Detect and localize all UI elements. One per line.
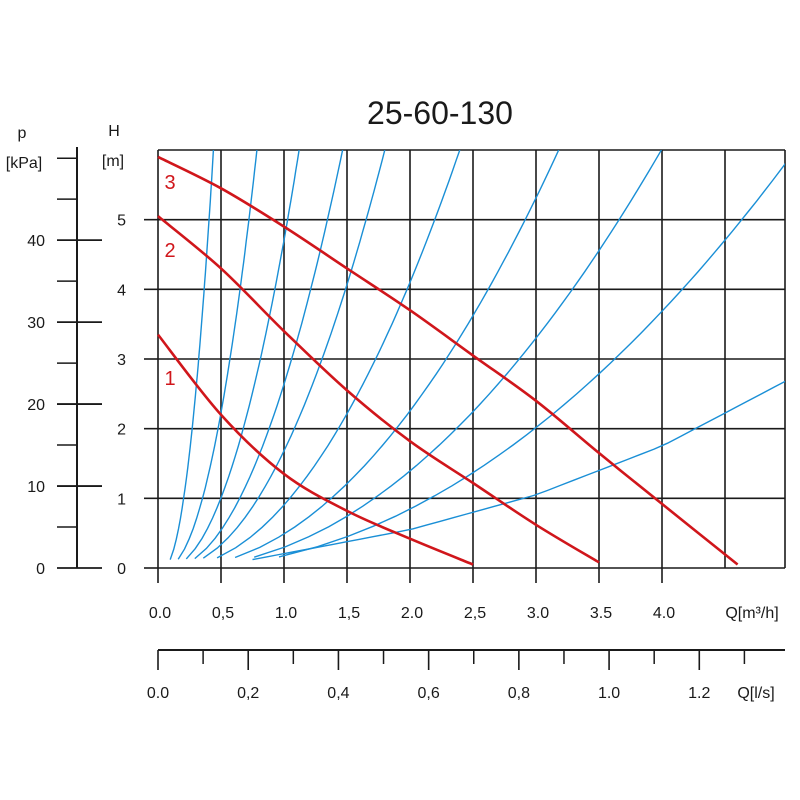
h-axis-unit: [m] [102, 153, 124, 170]
q-m3h-tick-label: 4.0 [653, 605, 675, 622]
q-ls-tick-label: 1.2 [688, 685, 710, 702]
system-curve [202, 150, 386, 559]
h-tick-label: 4 [117, 282, 126, 299]
system-curves [169, 150, 785, 561]
pump-curves: 1 2 3 [156, 155, 739, 566]
system-curve [177, 150, 258, 560]
pump-curve-label-1: 1 [164, 368, 175, 390]
p-tick-label: 40 [27, 233, 45, 250]
system-curve [252, 380, 785, 561]
system-curve [253, 150, 663, 558]
p-axis-label: p [18, 125, 27, 142]
pump-curve-1 [156, 333, 474, 566]
h-tick-label: 1 [117, 491, 126, 508]
system-curve [169, 150, 215, 560]
pump-curve-3 [157, 155, 739, 566]
q-m3h-tick-label: 3.5 [590, 605, 612, 622]
h-tick-label: 5 [117, 213, 126, 230]
system-curve [194, 150, 344, 560]
q-m3h-axis-label: Q[m³/h] [725, 605, 778, 622]
h-tick-label: 2 [117, 422, 126, 439]
q-m3h-tick-label: 3.0 [527, 605, 549, 622]
h-tick-label: 3 [117, 352, 126, 369]
q-m3h-tick-label: 2,5 [464, 605, 486, 622]
q-m3h-tick-label: 0,5 [212, 605, 234, 622]
system-curve [278, 162, 785, 558]
q-m3h-tick-label: 1.0 [275, 605, 297, 622]
q-ls-tick-label: 0.0 [147, 685, 169, 702]
pump-curve-label-2: 2 [164, 240, 175, 262]
q-ls-axis-label: Q[l/s] [737, 685, 774, 702]
pump-curve-2 [157, 215, 600, 564]
p-tick-label: 10 [27, 479, 45, 496]
q-ls-tick-label: 0,6 [418, 685, 440, 702]
q-ls-tick-label: 0,8 [508, 685, 530, 702]
grid [157, 149, 786, 569]
axes: 0 1 2 3 4 5 0 10 20 30 40 0.0 0,5 1.0 1,5 2.0 2,5 3.0 3.5 4… [27, 147, 785, 702]
p-tick-label: 20 [27, 397, 45, 414]
q-ls-tick-label: 1.0 [598, 685, 620, 702]
p-axis-unit: [kPa] [6, 155, 42, 172]
chart-title: 25-60-130 [367, 95, 513, 131]
h-axis-label: H [108, 123, 120, 140]
p-tick-label: 30 [27, 315, 45, 332]
system-curve [216, 150, 461, 559]
q-m3h-tick-label: 0.0 [149, 605, 171, 622]
q-m3h-tick-label: 2.0 [401, 605, 423, 622]
q-ls-tick-label: 0,2 [237, 685, 259, 702]
p-tick-label: 0 [36, 561, 45, 578]
h-tick-label: 0 [117, 561, 126, 578]
system-curve [185, 150, 300, 560]
q-m3h-tick-label: 1,5 [338, 605, 360, 622]
pump-curve-label-3: 3 [164, 172, 175, 194]
system-curve [234, 150, 560, 559]
q-ls-tick-label: 0,4 [327, 685, 349, 702]
